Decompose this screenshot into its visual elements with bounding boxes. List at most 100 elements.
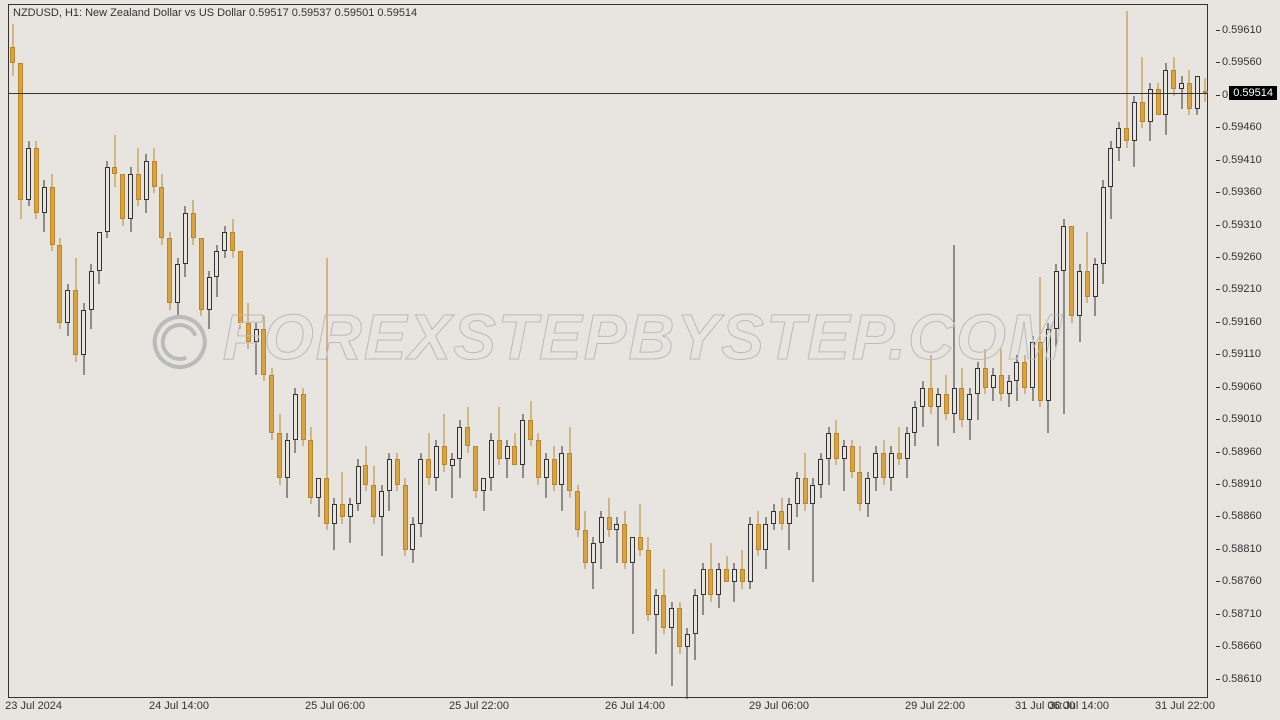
candle [1046, 323, 1051, 433]
candle [630, 537, 635, 634]
candle [293, 388, 298, 453]
candle [332, 498, 337, 550]
candle [1030, 336, 1035, 401]
y-tick-label: 0.58710 [1216, 608, 1280, 620]
candle [599, 511, 604, 569]
candle [144, 154, 149, 212]
candle [701, 563, 706, 615]
candle [1116, 122, 1121, 161]
x-tick-label: 29 Jul 22:00 [905, 700, 965, 712]
candle [348, 498, 353, 543]
y-tick-label: 0.59560 [1216, 56, 1280, 68]
candle [285, 433, 290, 498]
candle [512, 433, 517, 465]
x-tick-label: 24 Jul 14:00 [149, 700, 209, 712]
candle [481, 478, 486, 510]
candle [1163, 63, 1168, 134]
y-axis: 0.596100.595600.595100.594600.594100.593… [1210, 4, 1280, 698]
candle [410, 517, 415, 562]
candle [254, 323, 259, 375]
candle [889, 446, 894, 491]
candle [97, 232, 102, 284]
y-tick-label: 0.59160 [1216, 316, 1280, 328]
candle [559, 446, 564, 511]
candle [567, 427, 572, 498]
candle [1132, 96, 1137, 167]
candle [42, 180, 47, 232]
candle [842, 440, 847, 492]
candle [708, 543, 713, 601]
y-tick-label: 0.59310 [1216, 219, 1280, 231]
candle [771, 504, 776, 530]
candle [669, 602, 674, 686]
candle [944, 375, 949, 420]
candle [614, 517, 619, 562]
x-axis: 23 Jul 202424 Jul 14:0025 Jul 06:0025 Ju… [8, 700, 1208, 718]
x-tick-label: 29 Jul 06:00 [749, 700, 809, 712]
candle [199, 238, 204, 316]
candle [246, 303, 251, 348]
candle [520, 414, 525, 479]
candle [152, 148, 157, 193]
candle [442, 414, 447, 472]
candle [120, 174, 125, 226]
candle [622, 511, 627, 569]
candle [646, 537, 651, 621]
candle [544, 453, 549, 498]
candle [795, 472, 800, 517]
candle [18, 63, 23, 219]
candle [607, 498, 612, 537]
candle [489, 433, 494, 491]
candle [912, 401, 917, 446]
candlestick-chart[interactable]: NZDUSD, H1: New Zealand Dollar vs US Dol… [8, 4, 1208, 698]
x-tick-label: 31 Jul 22:00 [1155, 700, 1215, 712]
candle [379, 485, 384, 556]
candle [57, 238, 62, 329]
candle [716, 563, 721, 608]
candle [159, 174, 164, 245]
candle [214, 245, 219, 297]
candle [1061, 219, 1066, 414]
candle [340, 472, 345, 524]
candle [881, 440, 886, 485]
candle [10, 24, 15, 76]
candle [450, 453, 455, 498]
candle [763, 517, 768, 569]
y-tick-label: 0.59260 [1216, 251, 1280, 263]
candle [999, 349, 1004, 401]
candle [34, 141, 39, 219]
candle [230, 219, 235, 258]
candle [920, 381, 925, 426]
y-tick-label: 0.59360 [1216, 186, 1280, 198]
y-tick-label: 0.59060 [1216, 381, 1280, 393]
candle [850, 440, 855, 479]
candle [1195, 76, 1200, 115]
candle [426, 433, 431, 485]
candle [191, 200, 196, 245]
candle [418, 453, 423, 537]
candle [1069, 226, 1074, 323]
candle [536, 433, 541, 485]
candle [356, 459, 361, 511]
candle [434, 440, 439, 492]
candle [73, 258, 78, 362]
candle [1054, 264, 1059, 348]
candle [465, 407, 470, 452]
y-tick-label: 0.58810 [1216, 543, 1280, 555]
candle [834, 420, 839, 465]
candle [457, 420, 462, 478]
candle [685, 628, 690, 699]
y-tick-label: 0.58660 [1216, 640, 1280, 652]
candle [1203, 78, 1208, 101]
candle [301, 388, 306, 446]
candle [959, 368, 964, 426]
candle [677, 602, 682, 654]
candle [1108, 141, 1113, 219]
y-tick-label: 0.59610 [1216, 24, 1280, 36]
candle [693, 589, 698, 660]
candle [1085, 232, 1090, 303]
candle [826, 427, 831, 485]
y-tick-label: 0.58960 [1216, 446, 1280, 458]
candle [1156, 83, 1161, 115]
x-tick-label: 25 Jul 06:00 [305, 700, 365, 712]
